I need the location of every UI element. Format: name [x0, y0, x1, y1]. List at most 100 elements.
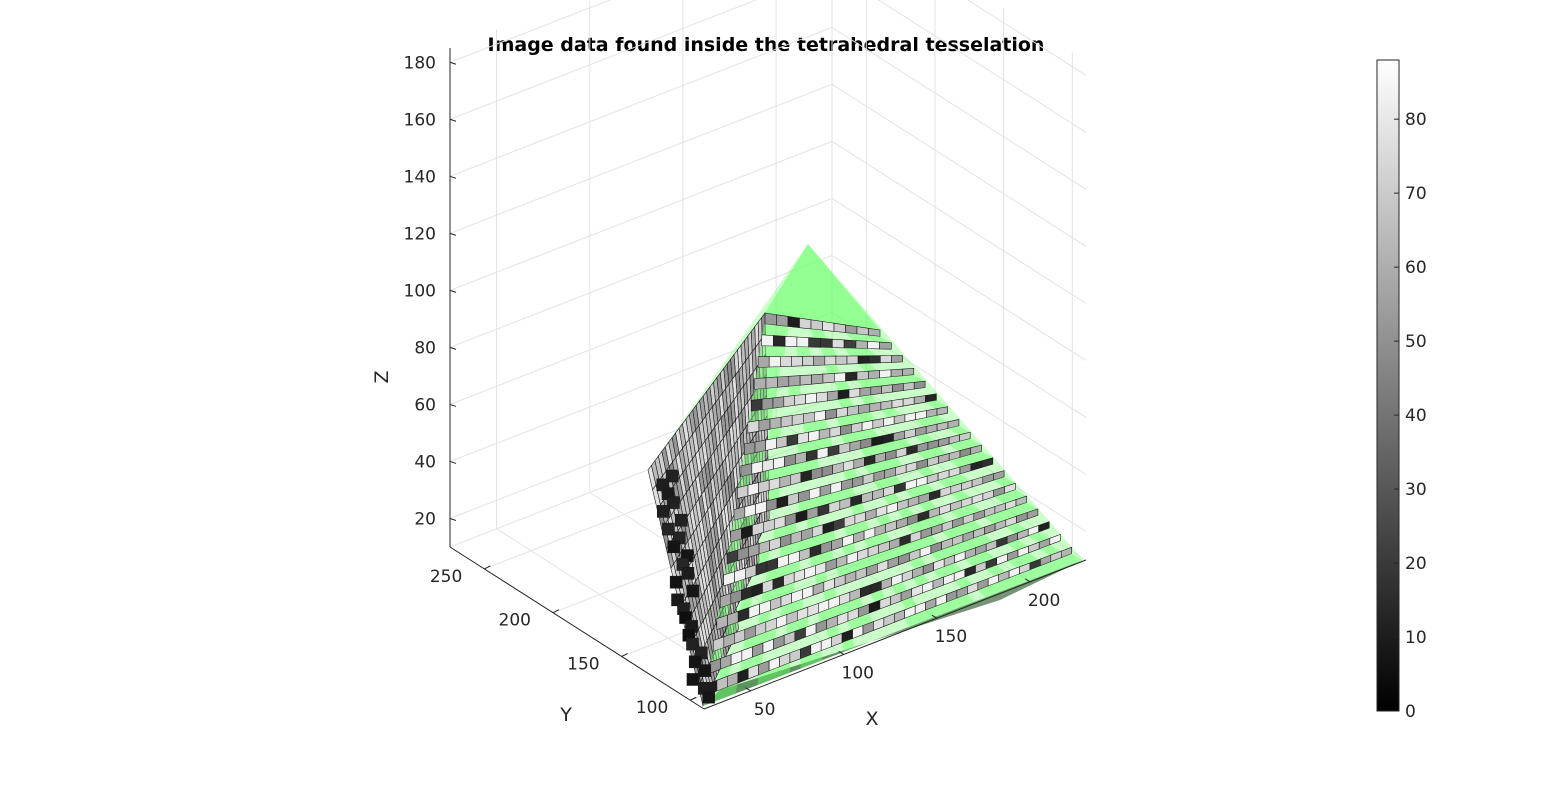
voxel-gap	[907, 521, 925, 534]
voxel	[879, 355, 892, 364]
voxel	[802, 411, 815, 424]
z-tick-mark	[449, 403, 457, 407]
voxel-gap	[830, 490, 845, 503]
voxel-gap	[768, 666, 780, 681]
voxel	[754, 439, 767, 454]
voxel	[787, 316, 800, 329]
voxel-gap	[839, 601, 853, 615]
voxel-gap	[870, 589, 886, 603]
voxel	[777, 375, 790, 388]
voxel	[769, 416, 782, 430]
voxel-gap	[777, 564, 789, 579]
z-tick-label: 80	[414, 338, 436, 358]
voxel	[794, 393, 806, 406]
voxel-gap	[737, 474, 752, 488]
voxel-gap	[795, 461, 808, 474]
voxel-gap	[751, 388, 766, 401]
voxel	[826, 390, 839, 402]
voxel-gap	[925, 606, 942, 619]
voxel-gap	[809, 496, 822, 509]
voxel-gap	[897, 507, 915, 519]
voxel-gap	[763, 387, 778, 399]
voxel	[656, 505, 670, 518]
voxel-gap	[780, 602, 792, 617]
voxel-gap	[812, 533, 825, 547]
voxel	[825, 408, 837, 420]
voxel	[764, 312, 777, 326]
voxel-gap	[855, 348, 877, 356]
voxel-gap	[820, 550, 834, 564]
voxel-gap	[928, 514, 948, 526]
voxel-gap	[844, 347, 864, 356]
voxel	[786, 433, 799, 447]
voxel	[881, 384, 893, 394]
voxel-gap	[926, 415, 948, 425]
voxel	[698, 664, 712, 677]
colorbar-tick-label: 0	[1405, 702, 1416, 722]
voxel-gap	[876, 513, 892, 526]
voxel-gap	[875, 460, 892, 472]
voxel-gap	[810, 650, 823, 665]
voxel-gap	[889, 546, 905, 559]
voxel-gap	[713, 687, 728, 702]
voxel	[829, 425, 841, 438]
voxel-gap	[956, 594, 975, 606]
voxel-gap	[941, 545, 960, 558]
voxel	[856, 370, 869, 381]
voxel	[843, 339, 857, 349]
voxel-gap	[1019, 569, 1040, 581]
voxel	[831, 338, 845, 349]
voxel	[869, 401, 882, 413]
voxel-gap	[767, 487, 780, 501]
voxel-gap	[868, 335, 892, 343]
voxel-gap	[836, 564, 850, 577]
voxel	[765, 376, 778, 389]
voxel-gap	[797, 616, 809, 631]
z-tick-label: 140	[404, 167, 436, 187]
voxel	[751, 460, 764, 475]
voxel-gap	[899, 542, 917, 555]
voxel-gap	[826, 625, 840, 639]
voxel	[665, 469, 679, 483]
z-tick-label: 100	[404, 281, 436, 301]
voxel-gap	[798, 499, 811, 513]
voxel-gap	[784, 522, 797, 536]
voxel	[833, 322, 846, 333]
voxel-gap	[912, 574, 929, 587]
voxel-gap	[814, 419, 829, 431]
voxel	[868, 355, 881, 364]
voxel-gap	[949, 441, 971, 451]
voxel-gap	[801, 537, 814, 551]
voxel-gap	[909, 557, 926, 570]
voxel-gap	[915, 610, 931, 623]
voxel	[993, 470, 1005, 481]
voxel	[837, 389, 850, 400]
voxel-gap	[772, 466, 785, 480]
voxel-gap	[864, 463, 881, 475]
colorbar-tick-label: 40	[1405, 406, 1427, 426]
z-axis-label: Z	[371, 370, 393, 383]
voxel-gap	[791, 540, 803, 554]
voxel-gap	[818, 609, 831, 623]
voxel-gap	[840, 432, 856, 444]
voxel-gap	[1061, 553, 1083, 565]
voxel-gap	[936, 602, 953, 615]
z-tick-labels: 20 40 60 80 100 120 140 160 180	[404, 53, 457, 529]
z-tick-mark	[449, 118, 457, 122]
voxel-gap	[758, 345, 774, 357]
voxel	[667, 540, 681, 554]
x-tick-label: 50	[754, 700, 776, 720]
voxel	[796, 336, 810, 348]
grid-line	[449, 0, 1087, 133]
voxel-gap	[773, 526, 786, 540]
voxel-gap	[779, 662, 790, 677]
voxel-gap	[847, 560, 861, 574]
z-tick-label: 180	[404, 53, 436, 73]
voxel-gap	[754, 367, 770, 379]
voxel-gap	[883, 493, 901, 505]
voxel	[824, 355, 837, 366]
voxel	[750, 398, 763, 412]
voxel-gap	[993, 493, 1016, 504]
voxel	[879, 341, 892, 350]
voxel	[737, 484, 749, 499]
